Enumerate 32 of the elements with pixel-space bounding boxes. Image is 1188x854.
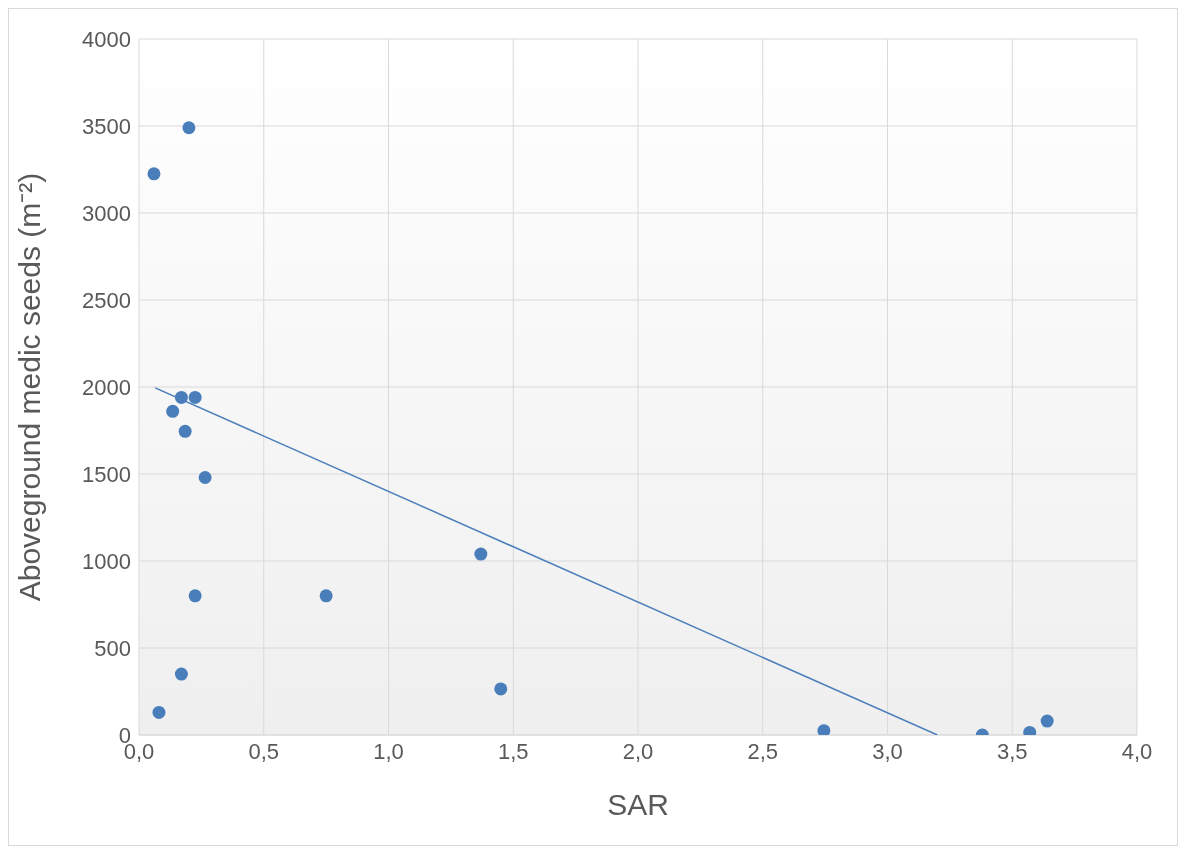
point	[494, 682, 508, 696]
x-tick-label: 3,0	[872, 738, 903, 764]
x-tick-label: 1,0	[373, 738, 404, 764]
point	[182, 121, 196, 135]
point	[178, 424, 192, 438]
point	[166, 404, 180, 418]
point	[188, 390, 202, 404]
y-tick-label: 3500	[82, 113, 131, 139]
point	[152, 705, 166, 719]
point	[1040, 714, 1054, 728]
point	[147, 167, 161, 181]
y-tick-label: 2500	[82, 287, 131, 313]
y-tick-label: 3000	[82, 200, 131, 226]
x-tick-label: 4,0	[1121, 738, 1153, 764]
x-tick-label: 2,5	[747, 738, 779, 764]
y-tick-label: 1500	[82, 461, 131, 487]
point	[188, 589, 202, 603]
y-tick-label: 1000	[82, 548, 131, 574]
point	[198, 470, 212, 484]
x-tick-label: 1,5	[497, 738, 529, 764]
point	[319, 589, 333, 603]
x-tick-label: 3,5	[996, 738, 1028, 764]
x-tick-label: 2,0	[622, 738, 654, 764]
y-tick-label: 4000	[82, 26, 131, 52]
x-tick-label: 0,5	[248, 738, 280, 764]
point	[174, 667, 188, 681]
point	[817, 724, 831, 735]
x-axis-title: SAR	[607, 788, 669, 821]
y-tick-label: 2000	[82, 374, 131, 400]
point	[474, 547, 488, 561]
y-axis-title: Aboveground medic seeds (m⁻²)	[12, 172, 46, 602]
y-tick-label: 500	[94, 635, 131, 661]
